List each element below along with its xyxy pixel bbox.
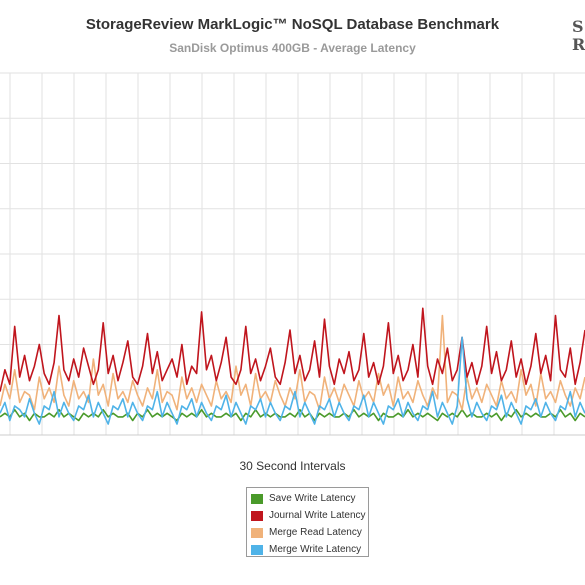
series-group [0, 307, 585, 425]
series-line-merge-read-latency [0, 314, 585, 411]
series-line-merge-write-latency [0, 336, 585, 425]
legend-item-merge-write[interactable]: Merge Write Latency [251, 541, 368, 558]
legend-label: Merge Write Latency [269, 544, 362, 555]
grid [0, 72, 585, 436]
legend-label: Journal Write Latency [269, 510, 366, 521]
series-line-save-write-latency [0, 408, 585, 422]
legend-label: Save Write Latency [269, 493, 356, 504]
legend-label: Merge Read Latency [269, 527, 362, 538]
chart-subtitle: SanDisk Optimus 400GB - Average Latency [169, 41, 416, 55]
legend-swatch-merge-read [251, 527, 263, 538]
legend-swatch-merge-write [251, 544, 263, 555]
legend-item-journal-write[interactable]: Journal Write Latency [251, 507, 368, 524]
legend-swatch-save-write [251, 493, 263, 504]
legend: Save Write Latency Journal Write Latency… [246, 487, 369, 557]
x-axis-label: 30 Second Intervals [239, 459, 346, 473]
chart-title: StorageReview MarkLogic™ NoSQL Database … [85, 16, 500, 33]
legend-item-save-write[interactable]: Save Write Latency [251, 490, 368, 507]
legend-item-merge-read[interactable]: Merge Read Latency [251, 524, 368, 541]
legend-swatch-journal-write [251, 510, 263, 521]
series-line-journal-write-latency [0, 307, 585, 392]
